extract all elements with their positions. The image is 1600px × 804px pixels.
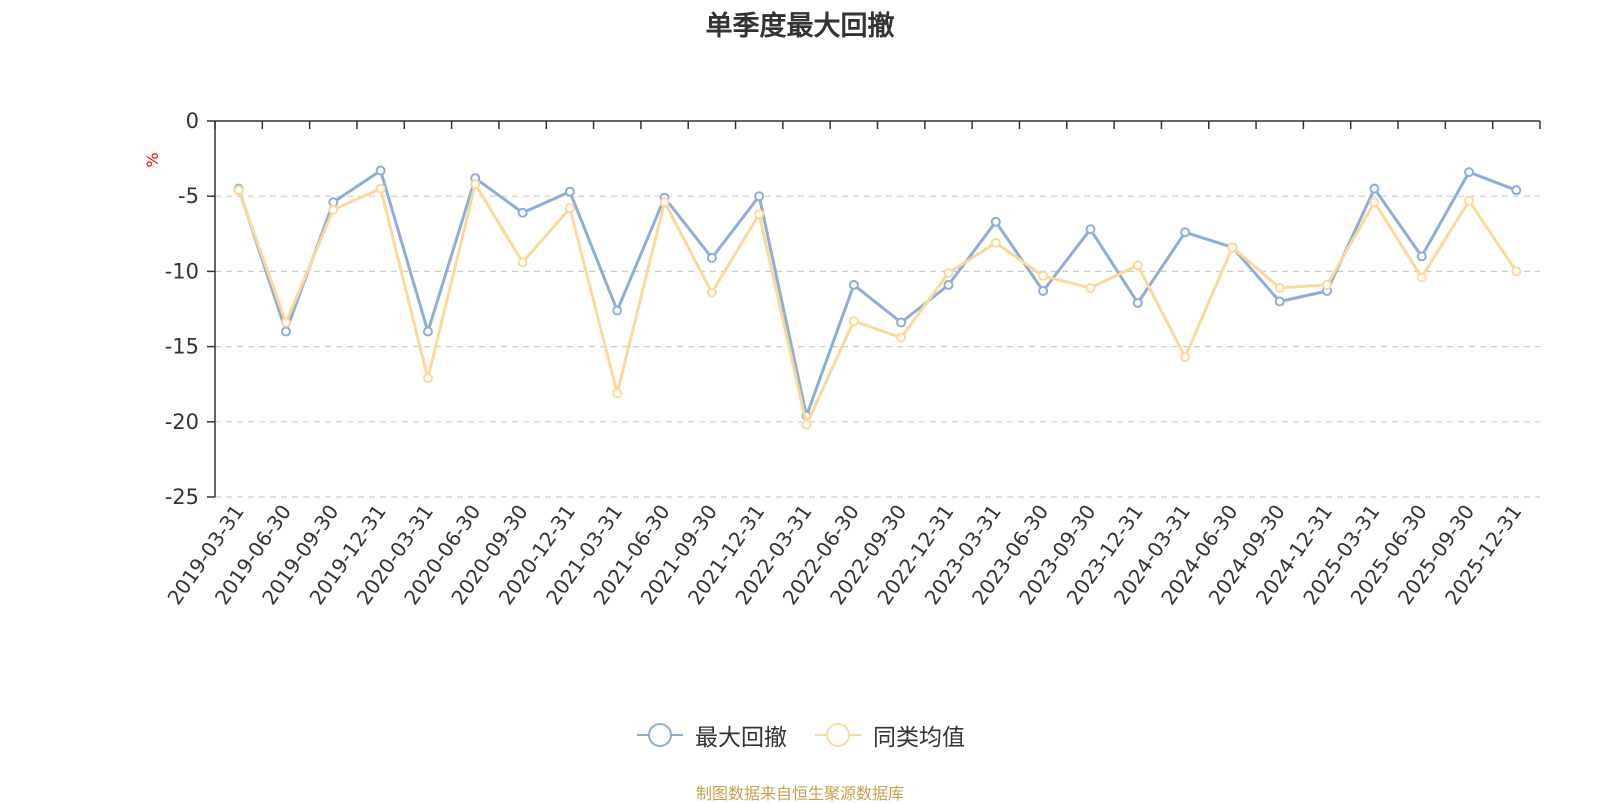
legend-label: 同类均值 xyxy=(873,725,965,751)
data-point xyxy=(1274,296,1285,307)
data-point xyxy=(1274,282,1285,293)
data-point xyxy=(943,267,954,278)
data-point xyxy=(706,287,717,298)
data-point xyxy=(564,203,575,214)
data-point xyxy=(328,204,339,215)
data-point xyxy=(517,207,528,218)
data-point xyxy=(564,186,575,197)
legend: 最大回撤 同类均值 xyxy=(0,718,1600,752)
data-point xyxy=(470,179,481,190)
series-2 xyxy=(233,179,1522,430)
legend-circle xyxy=(826,723,850,747)
series-line xyxy=(237,169,1517,418)
legend-marker-icon xyxy=(815,723,861,747)
data-point xyxy=(1464,167,1475,178)
tick-labels: 0-5-10-15-20-252019-03-312019-06-302019-… xyxy=(162,109,1526,609)
data-point xyxy=(1038,270,1049,281)
data-point xyxy=(706,252,717,263)
data-point xyxy=(1227,242,1238,253)
data-point xyxy=(1085,282,1096,293)
data-point xyxy=(1085,224,1096,235)
legend-marker-icon xyxy=(637,723,683,747)
data-point xyxy=(1132,260,1143,271)
legend-circle xyxy=(648,723,672,747)
data-point xyxy=(280,326,291,337)
y-tick-label: -10 xyxy=(165,259,199,283)
chart-title: 单季度最大回撤 xyxy=(705,11,895,42)
data-point xyxy=(1180,227,1191,238)
legend-label: 最大回撤 xyxy=(695,725,787,751)
data-point xyxy=(990,216,1001,227)
series-lines xyxy=(233,165,1522,430)
data-point xyxy=(1180,352,1191,363)
data-point xyxy=(990,237,1001,248)
y-tick-label: -15 xyxy=(165,335,199,359)
data-point xyxy=(517,257,528,268)
series-line xyxy=(237,182,1518,427)
data-point xyxy=(1416,272,1427,283)
y-tick-label: -5 xyxy=(178,184,199,208)
data-point xyxy=(375,165,386,176)
data-point xyxy=(1511,185,1522,196)
legend-item[interactable]: 最大回撤 xyxy=(635,718,787,752)
grid-lines xyxy=(215,195,1540,498)
line-chart: 0-5-10-15-20-252019-03-312019-06-302019-… xyxy=(143,109,1541,609)
data-point xyxy=(1322,279,1333,290)
data-point xyxy=(612,388,623,399)
data-point xyxy=(848,316,859,327)
data-point xyxy=(659,197,670,208)
data-point xyxy=(280,317,291,328)
data-point xyxy=(754,209,765,220)
data-point xyxy=(896,332,907,343)
data-point xyxy=(375,183,386,194)
y-axis-label: % xyxy=(143,152,162,167)
data-point xyxy=(801,419,812,430)
data-point xyxy=(848,279,859,290)
data-point xyxy=(1369,183,1380,194)
data-point xyxy=(754,191,765,202)
data-point xyxy=(1511,266,1522,277)
data-point xyxy=(1038,285,1049,296)
data-point xyxy=(233,185,244,196)
data-point xyxy=(422,373,433,384)
data-point xyxy=(943,279,954,290)
axes xyxy=(207,120,1541,498)
data-point xyxy=(896,317,907,328)
data-point xyxy=(422,326,433,337)
data-point xyxy=(612,305,623,316)
data-point xyxy=(1464,195,1475,206)
y-tick-label: -25 xyxy=(165,485,199,509)
data-point xyxy=(1369,197,1380,208)
data-point xyxy=(1132,297,1143,308)
source-footer: 制图数据来自恒生聚源数据库 xyxy=(695,784,904,803)
data-point xyxy=(1416,251,1427,262)
legend-item[interactable]: 同类均值 xyxy=(813,718,965,752)
y-tick-label: 0 xyxy=(186,109,199,133)
y-tick-label: -20 xyxy=(165,410,199,434)
